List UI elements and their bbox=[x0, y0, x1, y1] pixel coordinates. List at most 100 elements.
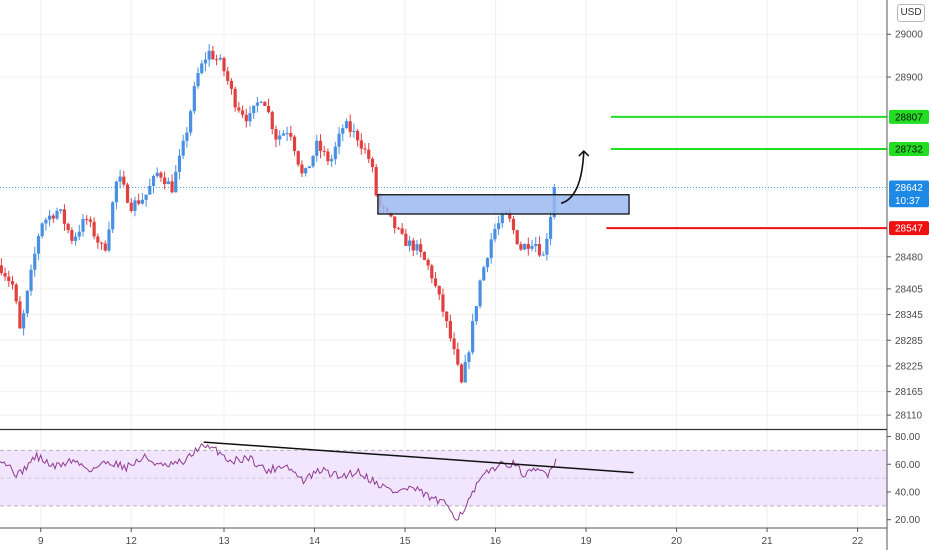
price-tag-label: 10:37 bbox=[895, 196, 920, 207]
candle-body bbox=[59, 209, 63, 211]
candle-body bbox=[292, 136, 297, 152]
candle bbox=[311, 155, 315, 169]
candle bbox=[229, 78, 234, 95]
candle-body bbox=[33, 253, 37, 270]
candle-body bbox=[430, 265, 434, 279]
grid-lines bbox=[0, 0, 887, 528]
price-tick-label: 28480 bbox=[895, 252, 923, 263]
candle-body bbox=[485, 258, 490, 268]
candle bbox=[118, 169, 122, 189]
candle-body bbox=[534, 244, 538, 247]
candle bbox=[422, 251, 427, 261]
candle bbox=[433, 272, 438, 288]
candle-body bbox=[274, 129, 278, 140]
rsi-line bbox=[0, 442, 557, 521]
candle-body bbox=[489, 239, 493, 259]
candle bbox=[519, 241, 523, 252]
candle-body bbox=[266, 105, 271, 113]
candle-body bbox=[359, 140, 363, 149]
candle bbox=[296, 150, 300, 167]
candle bbox=[222, 56, 226, 77]
rsi-trendline[interactable] bbox=[203, 441, 634, 474]
candle bbox=[3, 267, 7, 281]
candle bbox=[370, 156, 375, 173]
candle-body bbox=[404, 233, 408, 246]
candle-body bbox=[137, 200, 141, 204]
candle bbox=[534, 237, 538, 253]
candle-body bbox=[85, 218, 89, 220]
price-tag-last: 28642 bbox=[889, 180, 929, 195]
price-tag-bg bbox=[889, 141, 929, 156]
candle-body bbox=[129, 202, 133, 211]
price-tick-label: 28225 bbox=[895, 361, 923, 372]
price-tag-bg bbox=[889, 221, 929, 236]
candle bbox=[96, 233, 100, 249]
candle bbox=[144, 194, 148, 207]
price-tick-label: 29000 bbox=[895, 30, 923, 41]
candle-body bbox=[170, 181, 174, 193]
candle-body bbox=[10, 281, 15, 285]
candle bbox=[393, 216, 397, 234]
candle-body bbox=[96, 236, 100, 243]
candle bbox=[374, 163, 378, 197]
candle bbox=[148, 178, 152, 195]
candle-body bbox=[311, 155, 315, 167]
candle bbox=[281, 130, 285, 137]
candle-body bbox=[192, 86, 196, 112]
candle-body bbox=[471, 321, 475, 353]
candle-body bbox=[259, 101, 263, 103]
candle bbox=[111, 201, 115, 234]
candle bbox=[326, 148, 330, 166]
candle bbox=[318, 134, 323, 159]
candle-body bbox=[29, 269, 33, 291]
candle-body bbox=[304, 168, 308, 174]
candle bbox=[73, 232, 78, 246]
candle bbox=[404, 228, 408, 247]
candle bbox=[240, 105, 245, 119]
candle-body bbox=[374, 167, 378, 196]
currency-badge[interactable]: USD bbox=[897, 4, 925, 22]
price-tick-label: 28165 bbox=[895, 387, 923, 398]
candle-body bbox=[248, 113, 252, 122]
candle-body bbox=[519, 244, 523, 250]
candle-body bbox=[55, 210, 59, 219]
candle-body bbox=[370, 158, 375, 168]
candle-body bbox=[44, 219, 48, 224]
candle bbox=[81, 214, 85, 237]
candle-body bbox=[240, 110, 245, 115]
candle bbox=[214, 54, 219, 66]
candle-body bbox=[144, 194, 148, 200]
candle-body bbox=[515, 230, 519, 245]
axes bbox=[0, 0, 888, 550]
resistance-zone[interactable] bbox=[377, 194, 630, 215]
candle bbox=[233, 86, 237, 112]
candle-body bbox=[307, 166, 311, 169]
candle-body bbox=[22, 313, 26, 329]
candle-body bbox=[18, 301, 22, 329]
candle bbox=[166, 177, 170, 185]
candle bbox=[333, 141, 337, 165]
candle-body bbox=[482, 267, 486, 281]
candle-body bbox=[289, 133, 293, 137]
candle bbox=[151, 174, 156, 194]
target-arrow[interactable] bbox=[560, 151, 585, 205]
time-tick-label: 12 bbox=[126, 536, 138, 547]
candle-body bbox=[441, 294, 445, 312]
candle bbox=[515, 229, 519, 245]
candle bbox=[40, 222, 44, 239]
candle bbox=[237, 101, 241, 113]
candle bbox=[177, 149, 182, 180]
candle bbox=[348, 114, 352, 138]
candle-body bbox=[77, 231, 81, 237]
candle bbox=[359, 133, 363, 155]
candle-body bbox=[426, 259, 430, 266]
candle-body bbox=[92, 221, 96, 237]
candle-body bbox=[545, 238, 549, 255]
candle bbox=[411, 237, 415, 256]
candle-body bbox=[36, 236, 41, 254]
candle-body bbox=[159, 172, 163, 178]
candle-body bbox=[114, 181, 118, 203]
candle-body bbox=[530, 246, 534, 249]
candle-body bbox=[7, 276, 11, 282]
